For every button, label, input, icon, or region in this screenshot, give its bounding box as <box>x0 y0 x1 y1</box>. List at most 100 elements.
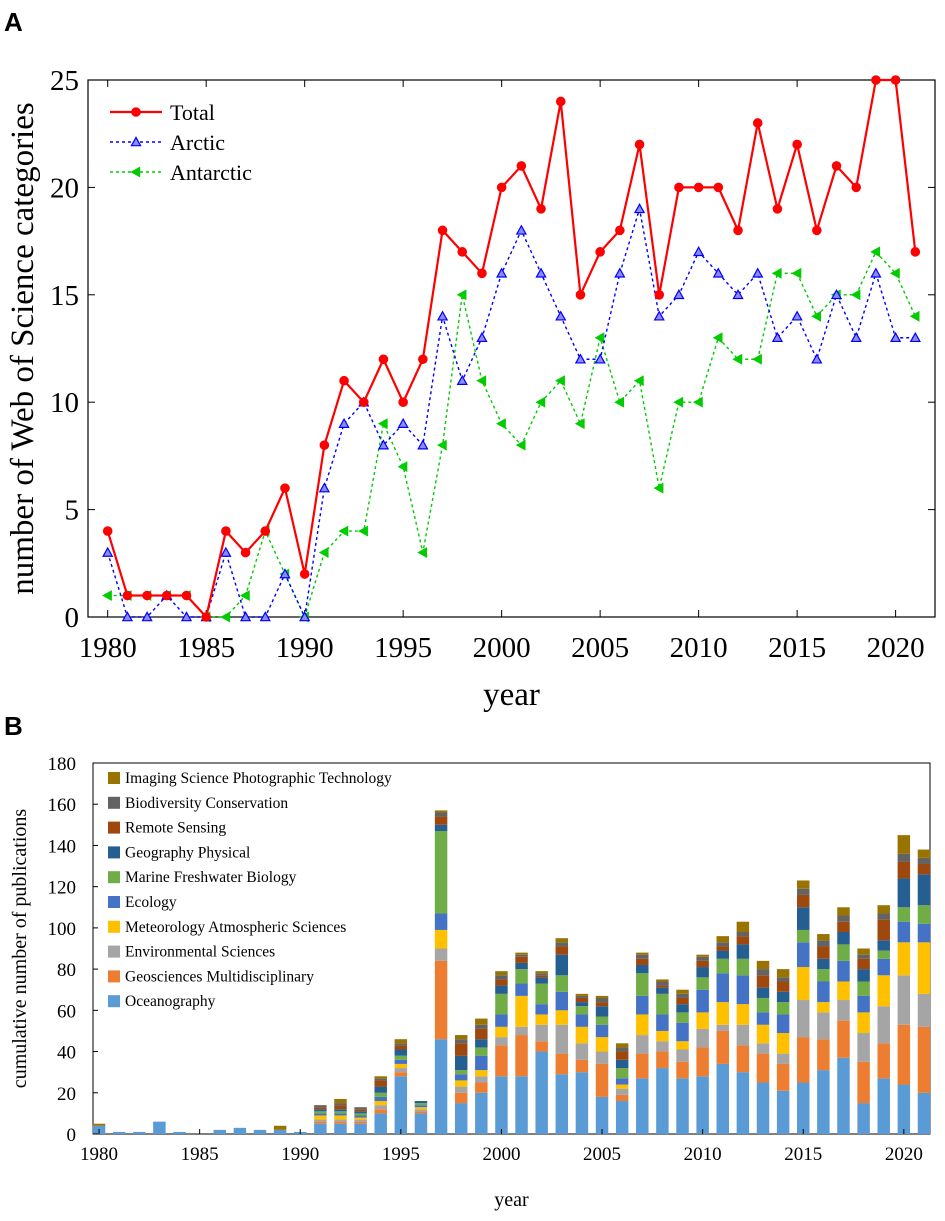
data-point-total <box>457 247 468 257</box>
bar-segment <box>374 1078 387 1081</box>
legend-label: Imaging Science Photographic Technology <box>125 770 392 787</box>
y-axis-label: number of Web of Science categories <box>5 102 41 594</box>
bar-segment <box>414 1109 428 1112</box>
legend-label: Biodiversity Conservation <box>125 795 288 812</box>
bar-segment <box>314 1119 327 1122</box>
x-tick-label: 2010 <box>684 1144 722 1165</box>
bar-segment <box>615 1078 629 1085</box>
legend-panel-a: Total Arctic Antarctic <box>110 100 252 185</box>
bar-segment <box>354 1123 367 1134</box>
bar-segment <box>253 1129 267 1134</box>
y-tick-label: 20 <box>50 172 79 204</box>
bar-segment <box>535 1024 548 1042</box>
data-point-antarctic <box>555 375 565 387</box>
bar-segment <box>897 1024 911 1085</box>
data-point-arctic <box>496 267 508 278</box>
data-point-arctic <box>377 439 390 450</box>
bar-segment <box>394 1059 408 1064</box>
bar-segment <box>917 1092 931 1134</box>
bar-segment <box>877 919 890 941</box>
bar-segment <box>776 1063 790 1091</box>
data-point-antarctic <box>653 482 664 494</box>
bar-segment <box>877 975 890 1007</box>
bar-segment <box>334 1098 347 1104</box>
data-point-antarctic <box>870 246 881 258</box>
bar-segment <box>776 969 790 978</box>
bar-segment <box>273 1129 287 1134</box>
y-tick-label: 15 <box>50 280 79 312</box>
data-point-arctic <box>515 224 527 235</box>
data-point-total <box>240 547 251 558</box>
bar-segment <box>555 1024 569 1054</box>
bar-segment <box>475 1018 488 1025</box>
data-point-total <box>142 590 152 601</box>
bar-segment <box>676 997 689 1005</box>
bar-segment <box>555 1010 569 1025</box>
bar-segment <box>897 878 911 908</box>
bar-segment <box>696 977 709 990</box>
bar-segment <box>917 923 931 943</box>
bar-segment <box>595 1096 609 1134</box>
bar-segment <box>475 1028 488 1040</box>
x-tick-label: 1990 <box>281 1144 319 1165</box>
bar-segment <box>756 969 770 976</box>
bar-segment <box>595 1037 609 1052</box>
bar-segment <box>696 1076 709 1134</box>
x-tick-label: 2015 <box>768 632 826 664</box>
data-point-antarctic <box>220 611 231 623</box>
bar-segment <box>837 981 850 1001</box>
data-point-arctic <box>338 417 350 428</box>
bar-segment <box>112 1131 126 1134</box>
bar-segment <box>454 1103 468 1134</box>
bar-segment <box>394 1063 408 1069</box>
bar-segment <box>676 1022 689 1042</box>
bar-segment <box>736 1024 750 1046</box>
bar-segment <box>837 907 850 916</box>
bar-segment <box>555 942 569 947</box>
bar-segment <box>334 1105 347 1110</box>
bar-segment <box>595 997 609 1003</box>
bar-segment <box>314 1107 327 1110</box>
bar-segment <box>475 1082 488 1093</box>
bar-segment <box>736 958 750 976</box>
bar-segment <box>776 1053 790 1064</box>
bar-segment <box>334 1119 347 1122</box>
legend-label: Marine Freshwater Biology <box>125 869 297 886</box>
bar-segment <box>595 1024 609 1038</box>
bar-segment <box>354 1121 367 1124</box>
data-point-arctic <box>141 611 153 622</box>
bar-segment <box>475 1055 488 1071</box>
bar-segment <box>756 987 770 998</box>
bar-segment <box>676 1041 689 1050</box>
data-point-total <box>772 204 783 214</box>
y-tick-label: 120 <box>48 878 77 899</box>
data-point-total <box>634 139 645 150</box>
bar-segment <box>535 977 548 984</box>
bar-segment <box>797 929 810 943</box>
data-point-arctic <box>299 611 311 622</box>
data-point-arctic <box>220 546 232 557</box>
bar-segment <box>595 1016 609 1025</box>
bar-segment <box>716 1002 729 1025</box>
plot-frame <box>87 79 936 618</box>
bar-segment <box>636 1078 649 1134</box>
data-point-arctic <box>811 353 823 364</box>
y-tick-label: 100 <box>48 919 77 940</box>
bar-segment <box>776 977 790 982</box>
bar-segment <box>394 1043 408 1046</box>
bar-segment <box>374 1076 387 1079</box>
bar-segment <box>736 1004 750 1025</box>
data-point-antarctic <box>456 289 467 301</box>
bar-segment <box>797 1037 810 1083</box>
data-point-arctic <box>456 374 468 385</box>
data-point-arctic <box>180 611 193 622</box>
x-tick-label: 2015 <box>784 1144 822 1165</box>
data-point-total <box>536 204 546 214</box>
bar-segment <box>434 913 448 930</box>
data-point-total <box>398 397 408 408</box>
bar-segment <box>615 1043 629 1048</box>
bar-segment <box>575 1043 589 1060</box>
bar-segment <box>837 1000 850 1021</box>
bar-segment <box>917 857 931 864</box>
bar-segment <box>555 975 569 992</box>
